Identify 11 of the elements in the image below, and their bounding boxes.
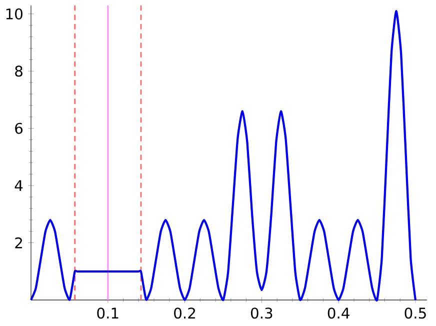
y-tick-label: 4 [14,180,23,191]
y-tick-label: 8 [15,66,22,77]
y-tick-label: 2 [15,237,22,248]
y-tick-label: 10 [6,8,22,20]
x-tick-label: 0.3 [250,308,272,319]
x-tick-label: 0.5 [404,308,426,319]
x-tick-label: 0.1 [97,308,118,319]
x-tick-label: 0.4 [328,308,350,319]
x-tick-label: 0.2 [174,308,195,319]
line-series [30,10,417,302]
y-tick-label: 6 [15,122,23,134]
